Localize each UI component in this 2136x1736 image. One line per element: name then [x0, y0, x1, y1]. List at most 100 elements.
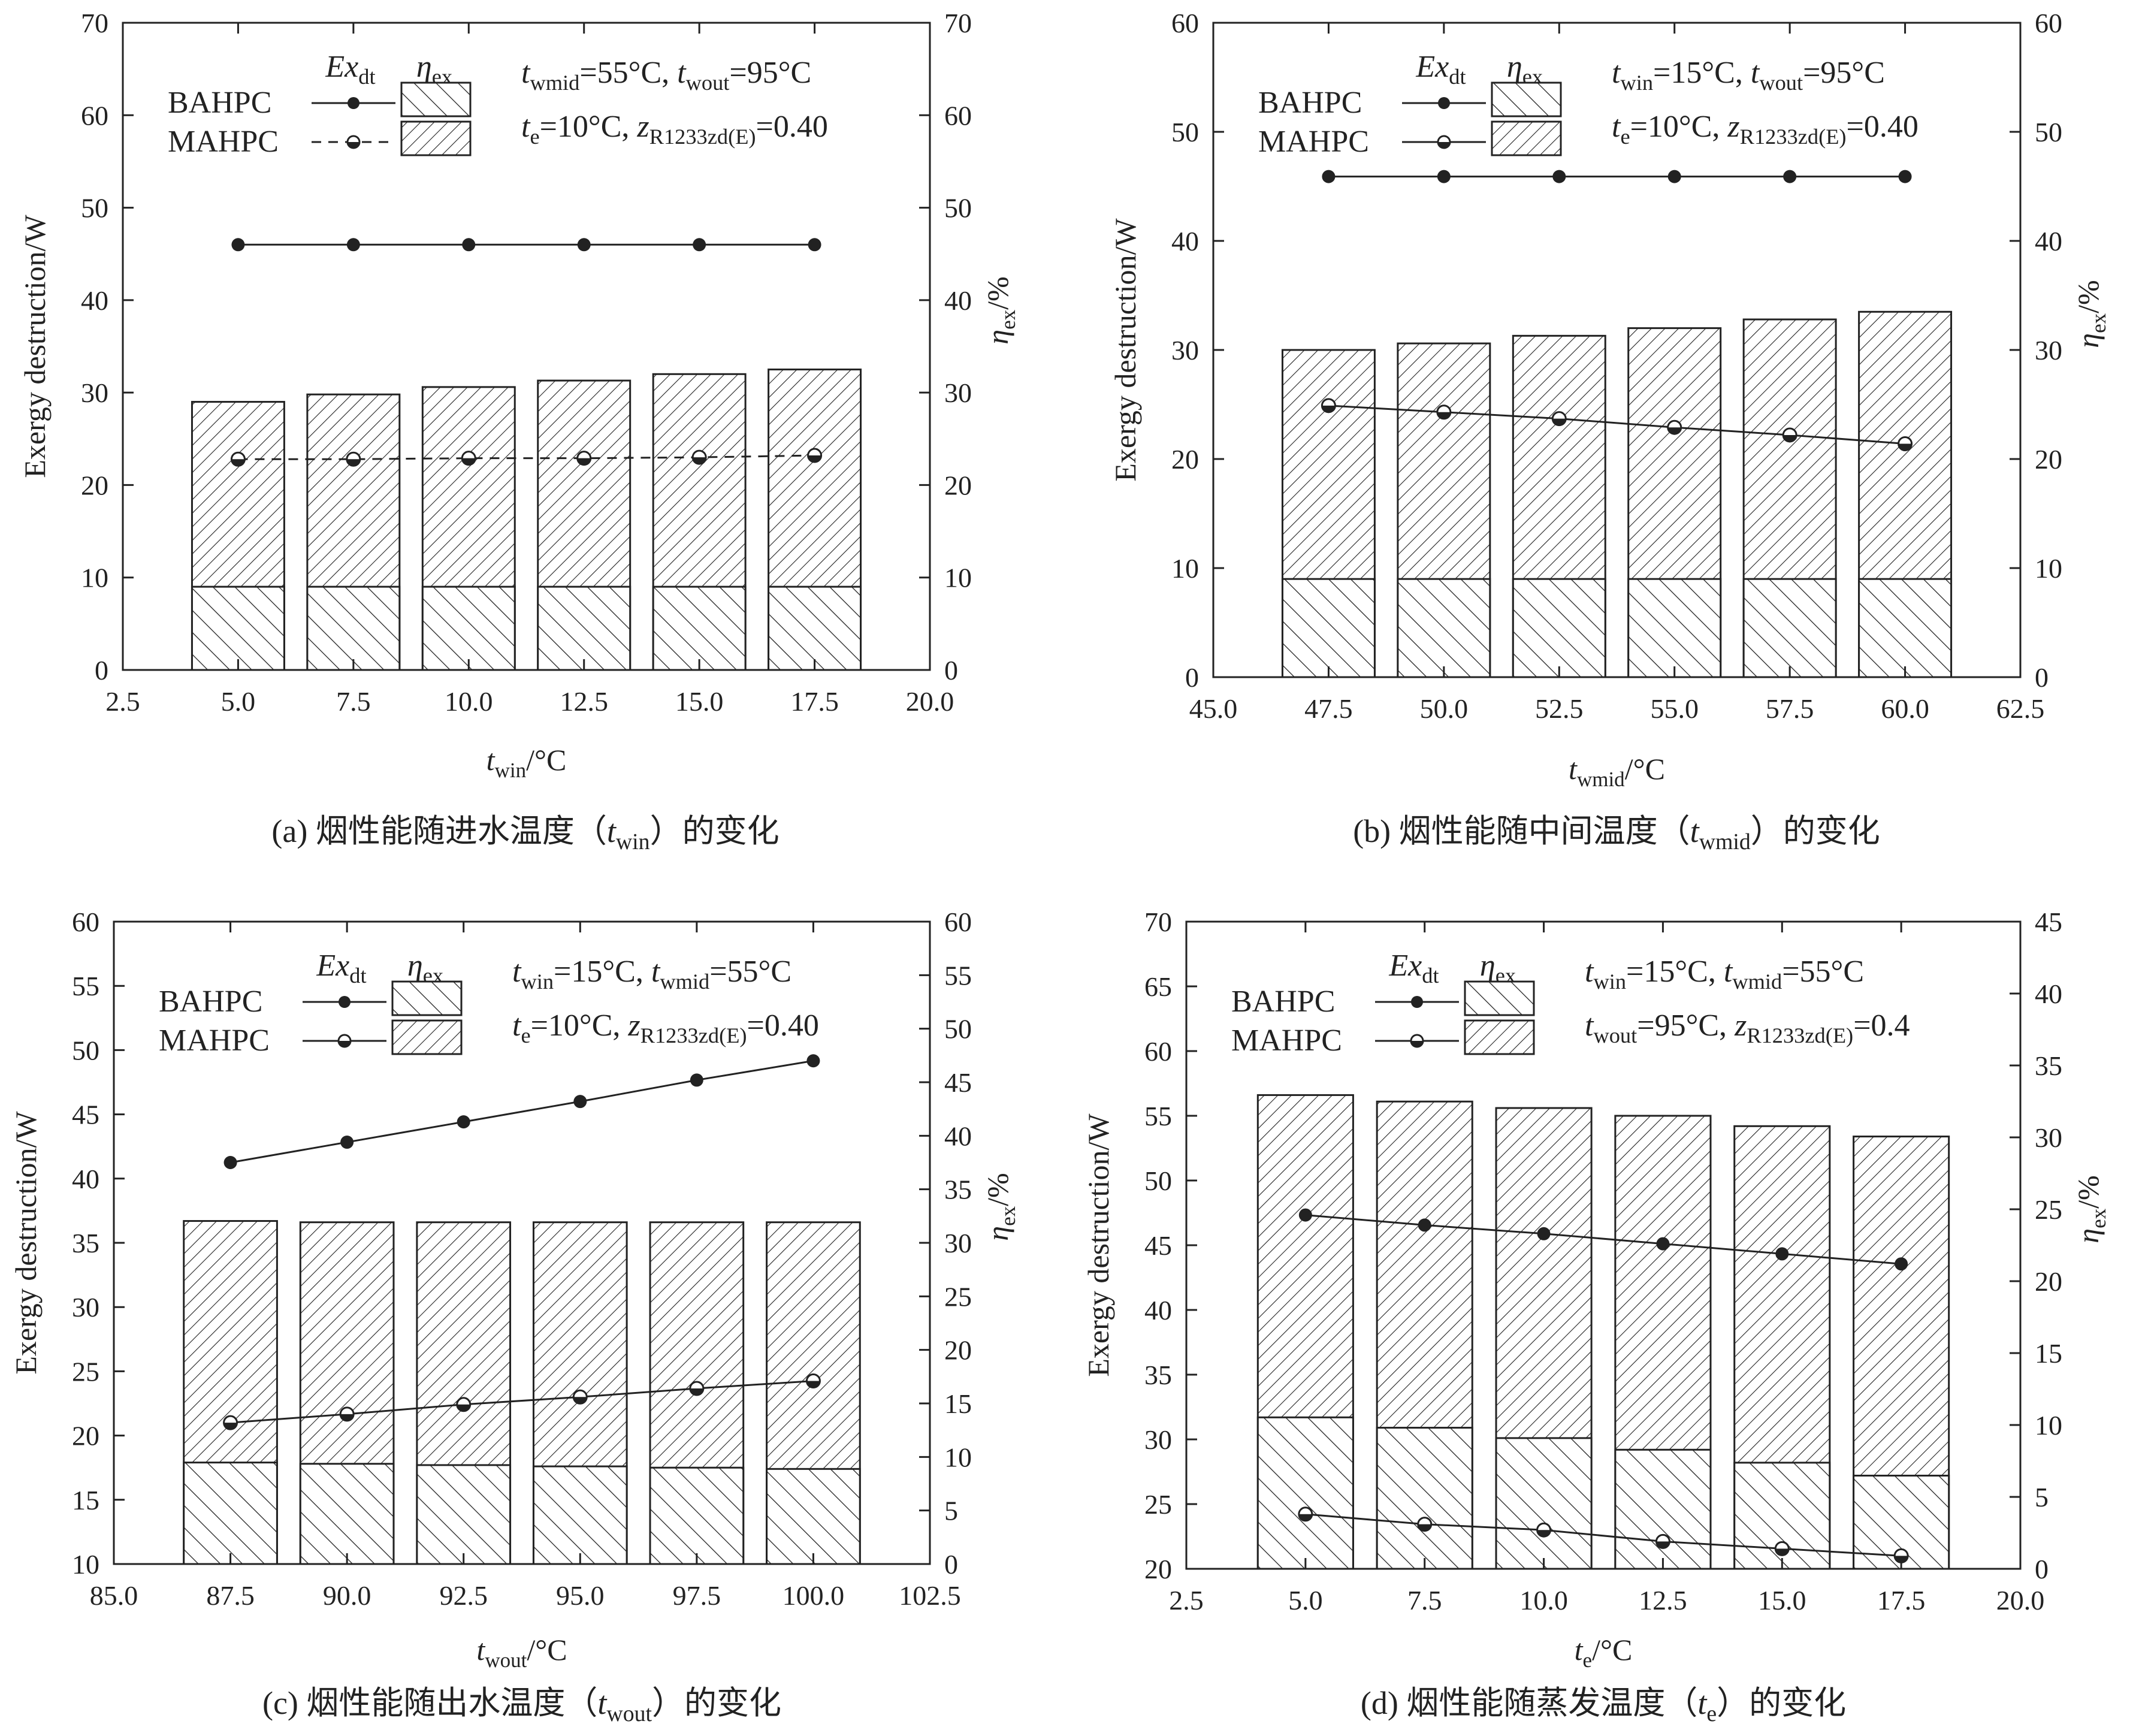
y-axis-label: Exergy destruction/W — [9, 1111, 43, 1375]
bar-bahpc — [532, 1465, 628, 1565]
bahpc-eta-marker — [462, 238, 476, 252]
bahpc-eta-marker — [690, 1073, 703, 1087]
x-tick-label: 5.0 — [221, 686, 256, 717]
y-tick-label: 55 — [72, 971, 99, 1001]
x-tick-label: 15.0 — [675, 686, 724, 717]
bar-bahpc — [766, 1468, 861, 1565]
bahpc-eta-marker — [1418, 1218, 1431, 1232]
x-tick-label: 15.0 — [1758, 1585, 1806, 1616]
mahpc-eta-marker-fill — [1898, 443, 1912, 451]
bahpc-eta-marker — [1437, 170, 1451, 183]
legend-marker-mahpc-fill — [348, 142, 359, 148]
x-tick-label: 60.0 — [1881, 693, 1929, 724]
conditions: twin=15°C, twmid=55°C twout=95°C, zR1233z… — [1585, 955, 1910, 1047]
mahpc-eta-marker-fill — [1552, 418, 1566, 425]
condition-line: twout=95°C, zR1233zd(E)=0.4 — [1585, 1009, 1910, 1047]
legend-header-exdt: Exdt — [325, 50, 375, 89]
y-tick-label: 70 — [81, 8, 108, 38]
x-tick-label: 45.0 — [1189, 693, 1238, 724]
y-tick-label: 10 — [1171, 553, 1199, 584]
legend-swatch-bahpc — [400, 81, 472, 117]
bahpc-eta-marker — [808, 238, 821, 252]
y-axis-label: Exergy destruction/W — [18, 215, 52, 478]
mahpc-eta-marker-fill — [1775, 1548, 1789, 1556]
bar-bahpc — [1397, 578, 1491, 678]
mahpc-eta-marker-fill — [346, 459, 360, 466]
caption-c: (c) 烟性能随出水温度（twout）的变化 — [262, 1685, 781, 1726]
x-tick-label: 5.0 — [1288, 1585, 1323, 1616]
y-tick-label: 25 — [1144, 1489, 1172, 1520]
y-tick-label: 30 — [72, 1292, 99, 1323]
x-tick-label: 10.0 — [445, 686, 493, 717]
x-tick-label: 12.5 — [560, 686, 608, 717]
bar-bahpc — [1858, 578, 1953, 678]
y-tick-label: 60 — [1171, 8, 1199, 38]
y2-tick-label: 0 — [944, 655, 958, 686]
y2-tick-label: 0 — [2035, 1554, 2049, 1584]
bahpc-eta-marker — [573, 1095, 587, 1109]
bahpc-eta-marker — [1552, 170, 1566, 183]
y-tick-label: 50 — [81, 193, 108, 224]
y2-tick-label: 20 — [944, 1335, 972, 1366]
chart-panel-d: 2.5 5.0 7.5 10.0 12.5 15.0 17.5 20.0 20 25 30 35 40 4… — [1081, 907, 2110, 1672]
y-tick-label: 30 — [1144, 1424, 1172, 1455]
mahpc-eta-marker-fill — [806, 1381, 820, 1388]
y-tick-label: 0 — [95, 655, 108, 686]
condition-line: te=10°C, zR1233zd(E)=0.40 — [1612, 110, 1919, 149]
y-tick-label: 40 — [81, 285, 108, 316]
y2-tick-label: 25 — [2035, 1194, 2062, 1225]
mahpc-eta-marker-fill — [808, 455, 821, 463]
y2-tick-label: 20 — [2035, 444, 2062, 475]
x-tick-label: 102.5 — [899, 1580, 961, 1611]
bar-bahpc — [1614, 1448, 1712, 1570]
y2-tick-label: 70 — [944, 8, 972, 38]
bahpc-eta-line — [230, 1059, 814, 1164]
x-tick-label: 85.0 — [90, 1580, 138, 1611]
bahpc-eta-marker — [231, 238, 245, 252]
bar-bahpc — [1376, 1427, 1473, 1570]
chart-panel-a: 2.5 5.0 7.5 10.0 12.5 15.0 17.5 20.001020304050… — [18, 8, 1020, 782]
y2-tick-label: 60 — [2035, 8, 2062, 38]
y-tick-label: 35 — [1144, 1360, 1172, 1390]
mahpc-eta-marker-fill — [1537, 1530, 1551, 1537]
y-tick-label: 20 — [81, 470, 108, 500]
bahpc-eta-marker — [1656, 1237, 1670, 1251]
y2-tick-label: 30 — [2035, 1122, 2062, 1153]
bar-bahpc — [1627, 578, 1722, 678]
y2-tick-label: 10 — [944, 1442, 972, 1472]
legend-swatch-bahpc — [1491, 81, 1562, 117]
legend-header-exdt: Exdt — [1388, 949, 1439, 988]
caption-d: (d) 烟性能随蒸发温度（te）的变化 — [1361, 1685, 1846, 1726]
y2-tick-label: 30 — [944, 1228, 972, 1258]
y-tick-label: 25 — [72, 1356, 99, 1387]
caption-a: (a) 烟性能随进水温度（twin）的变化 — [271, 813, 779, 855]
y2-tick-label: 10 — [944, 563, 972, 593]
bar-bahpc — [537, 585, 632, 671]
mahpc-eta-marker-fill — [573, 1397, 587, 1404]
mahpc-eta-marker-fill — [1298, 1514, 1312, 1521]
y-tick-label: 55 — [1144, 1101, 1172, 1131]
bahpc-eta-marker — [1895, 1257, 1908, 1271]
y2-axis-label: ηex/% — [981, 276, 1020, 344]
y2-axis-label: ηex/% — [2071, 280, 2110, 348]
y2-tick-label: 10 — [2035, 553, 2062, 584]
y-tick-label: 70 — [1144, 907, 1172, 937]
chart-panel-c: 85.0 87.5 90.0 92.5 95.0 97.5 100.0 102.5 10 15 20… — [9, 907, 1020, 1672]
x-tick-label: 2.5 — [1169, 1585, 1204, 1616]
y2-tick-label: 60 — [944, 100, 972, 131]
conditions: twin=15°C, twout=95°C te=10°C, zR1233zd(E… — [1612, 56, 1919, 149]
x-axis-label: twout/°C — [476, 1633, 567, 1672]
y2-tick-label: 40 — [2035, 226, 2062, 256]
y2-tick-label: 60 — [944, 907, 972, 937]
bahpc-eta-marker — [346, 238, 360, 252]
x-tick-label: 20.0 — [906, 686, 954, 717]
x-tick-label: 62.5 — [1996, 693, 2045, 724]
x-tick-label: 7.5 — [1407, 1585, 1442, 1616]
y-tick-label: 15 — [72, 1485, 99, 1515]
legend-label-mahpc: MAHPC — [168, 125, 279, 159]
y2-tick-label: 15 — [944, 1388, 972, 1419]
y-tick-label: 30 — [1171, 335, 1199, 366]
y2-tick-label: 40 — [2035, 979, 2062, 1009]
y2-tick-label: 20 — [944, 470, 972, 500]
